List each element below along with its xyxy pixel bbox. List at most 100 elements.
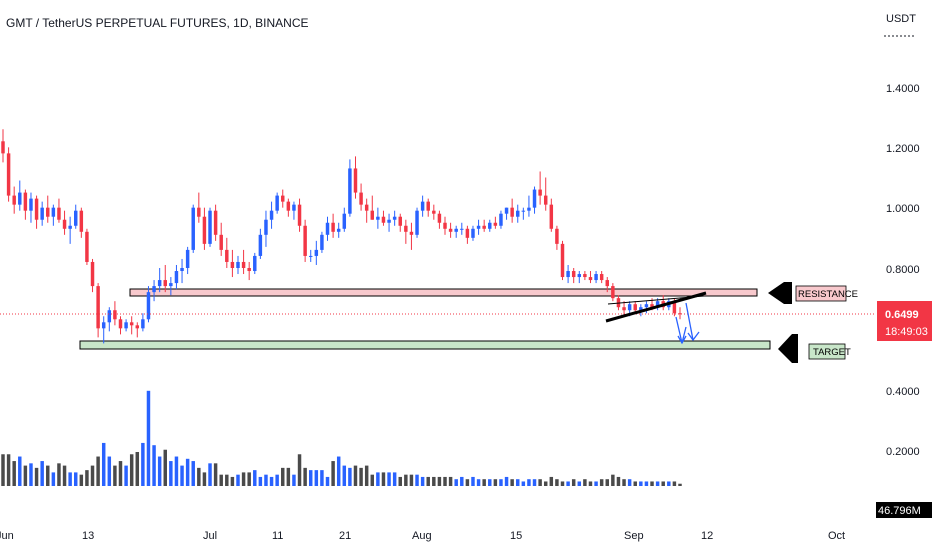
- volume-bar: [208, 463, 212, 486]
- volume-bar: [325, 476, 330, 486]
- candle-body: [348, 168, 352, 214]
- x-tick-label: Sep: [624, 530, 644, 542]
- volume-bar: [180, 465, 184, 486]
- candle-body: [560, 243, 565, 278]
- candle-body: [174, 271, 179, 284]
- volume-bar: [163, 449, 167, 486]
- current-price-badge: [877, 301, 932, 341]
- candle-body: [437, 213, 442, 223]
- volume-bar: [404, 474, 408, 486]
- candle-body: [34, 198, 39, 220]
- y-tick-label: 1.0000: [886, 203, 920, 215]
- candle-body: [566, 271, 570, 278]
- y-tick-label: 0.4000: [886, 386, 920, 398]
- volume-bar: [141, 442, 145, 486]
- candle-body: [213, 210, 218, 235]
- volume-bar: [253, 470, 257, 486]
- volume-bar: [118, 461, 123, 486]
- volume-bar: [202, 472, 207, 486]
- volume-bar: [443, 476, 447, 486]
- candle-body: [633, 304, 637, 311]
- candle-body: [404, 225, 408, 232]
- volume-bar: [297, 454, 302, 486]
- candle-body: [46, 207, 50, 217]
- arrow-head-right: [687, 331, 700, 342]
- candle-body: [381, 216, 386, 223]
- candle-body: [113, 310, 117, 320]
- volume-bar: [275, 474, 279, 486]
- volume-bar: [639, 481, 643, 486]
- candle-body: [443, 222, 447, 229]
- candle-body: [476, 225, 481, 229]
- candle-body: [23, 192, 28, 211]
- candle-body: [303, 225, 307, 256]
- volume-bar: [594, 481, 598, 486]
- candle-body: [101, 322, 106, 329]
- volume-bar: [107, 456, 112, 486]
- volume-bar: [409, 474, 414, 486]
- volume-bar: [6, 454, 11, 486]
- volume-bar: [34, 467, 39, 486]
- volume-bar: [336, 456, 341, 486]
- volume-bar: [29, 463, 33, 486]
- volume-bar: [124, 465, 128, 486]
- candle-body: [370, 210, 375, 220]
- projection-path-right: [685, 302, 694, 341]
- candle-body: [549, 204, 554, 229]
- volume-bar: [157, 456, 162, 486]
- candle-body: [18, 192, 22, 205]
- candle-body: [577, 274, 582, 278]
- volume-value: 46.796M: [878, 505, 921, 517]
- volume-bar: [488, 479, 492, 486]
- volume-bar: [230, 476, 235, 486]
- candle-body: [415, 210, 419, 235]
- volume-bar: [90, 465, 95, 486]
- volume-bar: [353, 465, 358, 486]
- candle-body: [448, 228, 453, 232]
- candle-body: [639, 307, 643, 311]
- candle-body: [247, 268, 251, 272]
- candle-body: [12, 195, 16, 205]
- volume-bar: [454, 479, 458, 486]
- volume-bar: [308, 470, 313, 486]
- x-tick-label: Aug: [412, 530, 432, 542]
- candle-body: [510, 207, 514, 217]
- candle-body: [129, 322, 134, 326]
- volume-bar: [510, 479, 514, 486]
- x-tick-label: 13: [82, 530, 94, 542]
- volume-bar: [46, 465, 50, 486]
- volume-bar: [348, 467, 352, 486]
- candle-body: [482, 225, 486, 229]
- volume-bar: [516, 479, 520, 486]
- volume-bar: [236, 474, 240, 486]
- currency-label: USDT: [886, 13, 916, 25]
- volume-bar: [661, 481, 665, 486]
- candle-body: [180, 268, 184, 272]
- candle-body: [79, 210, 84, 232]
- candle-body: [387, 219, 391, 223]
- volume-bar: [476, 479, 481, 486]
- candle-body: [275, 195, 279, 211]
- volume-bar: [23, 465, 28, 486]
- volume-bar: [599, 479, 604, 486]
- candle-body: [655, 301, 660, 308]
- candle-body: [264, 219, 268, 235]
- candle-body: [432, 210, 436, 214]
- candle-body: [465, 228, 470, 238]
- candle-body: [90, 261, 95, 287]
- arrow-head-left: [677, 335, 687, 345]
- candle-body: [236, 261, 240, 268]
- candle-body: [135, 325, 140, 329]
- volume-bar: [532, 479, 537, 486]
- candle-body: [583, 274, 587, 278]
- volume-bar: [101, 442, 106, 486]
- volume-bar: [364, 465, 369, 486]
- volume-bar: [113, 465, 117, 486]
- candle-body: [644, 304, 649, 308]
- volume-bar: [85, 470, 89, 486]
- candle-body: [169, 283, 173, 287]
- y-tick-label: 1.4000: [886, 83, 920, 95]
- volume-bar: [135, 452, 140, 486]
- x-tick-label: Jun: [0, 530, 14, 542]
- y-tick-label: 1.2000: [886, 143, 920, 155]
